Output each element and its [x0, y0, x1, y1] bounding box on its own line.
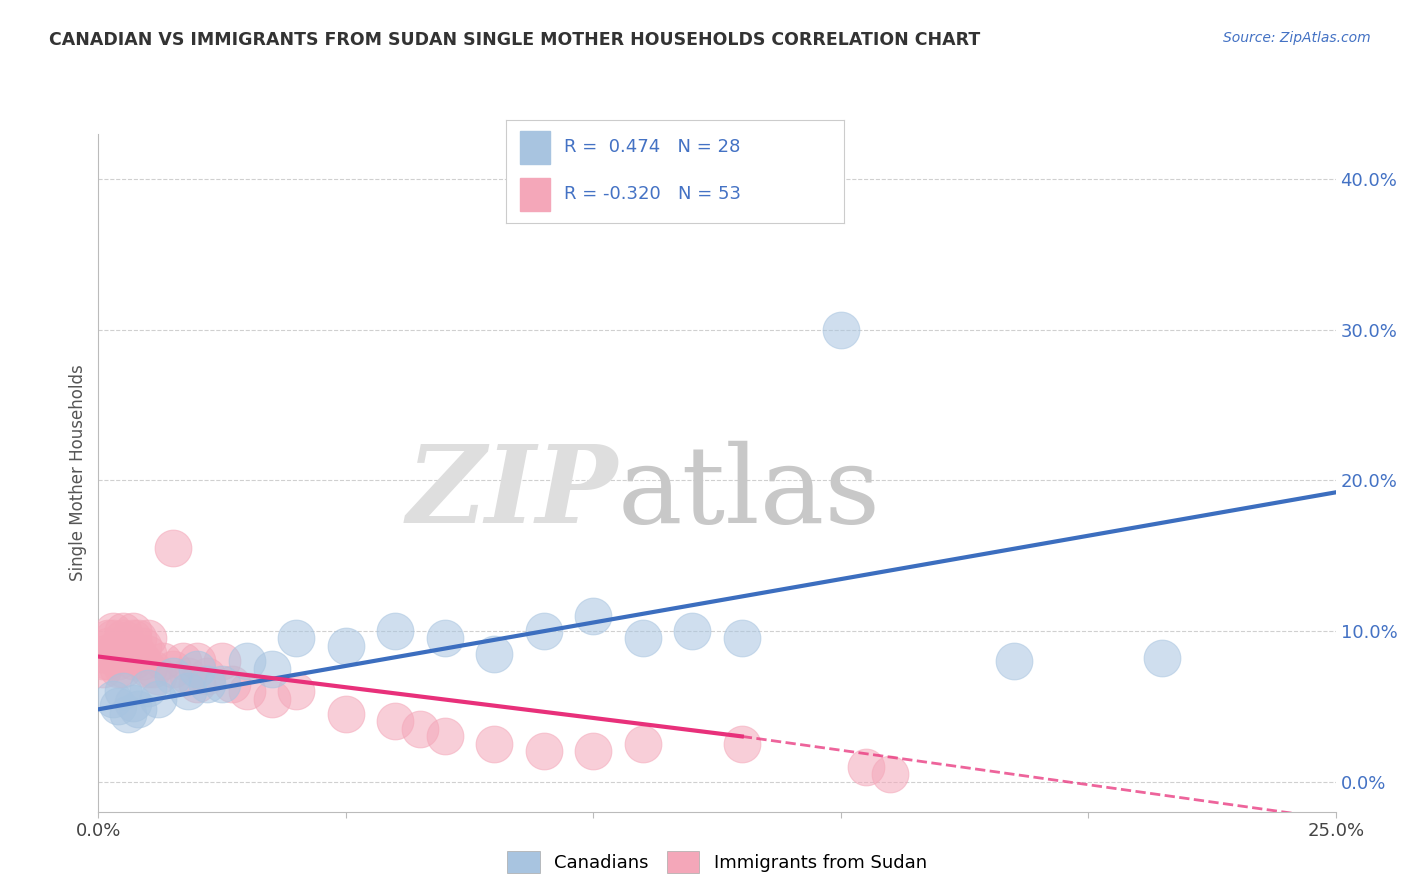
Point: [152, 654, 174, 668]
Point: [433, 730, 456, 744]
Point: [122, 696, 145, 710]
Point: [260, 691, 283, 706]
Text: R = -0.320   N = 53: R = -0.320 N = 53: [564, 186, 741, 203]
Point: [211, 676, 233, 690]
Point: [162, 669, 184, 683]
Point: [186, 676, 208, 690]
Text: R =  0.474   N = 28: R = 0.474 N = 28: [564, 138, 740, 156]
Point: [117, 639, 139, 653]
Point: [533, 744, 555, 758]
Point: [631, 632, 654, 646]
Point: [335, 706, 357, 721]
Point: [162, 662, 184, 676]
Point: [879, 767, 901, 781]
Bar: [520, 130, 550, 163]
Point: [855, 759, 877, 773]
Point: [93, 647, 115, 661]
Point: [107, 699, 129, 714]
Point: [146, 669, 169, 683]
Point: [195, 669, 218, 683]
Point: [97, 654, 120, 668]
Point: [97, 632, 120, 646]
Point: [122, 632, 145, 646]
Point: [236, 654, 259, 668]
Point: [127, 647, 149, 661]
Point: [285, 632, 308, 646]
Point: [433, 632, 456, 646]
Point: [533, 624, 555, 638]
Point: [136, 632, 159, 646]
Point: [409, 722, 432, 736]
Point: [236, 684, 259, 698]
Point: [93, 662, 115, 676]
Point: [103, 691, 125, 706]
Point: [127, 702, 149, 716]
Text: Source: ZipAtlas.com: Source: ZipAtlas.com: [1223, 31, 1371, 45]
Point: [103, 624, 125, 638]
Point: [681, 624, 703, 638]
Text: CANADIAN VS IMMIGRANTS FROM SUDAN SINGLE MOTHER HOUSEHOLDS CORRELATION CHART: CANADIAN VS IMMIGRANTS FROM SUDAN SINGLE…: [49, 31, 980, 49]
Point: [162, 541, 184, 555]
Point: [112, 662, 135, 676]
Point: [103, 632, 125, 646]
Text: atlas: atlas: [619, 441, 882, 546]
Point: [107, 662, 129, 676]
Point: [211, 654, 233, 668]
Point: [112, 684, 135, 698]
Point: [136, 647, 159, 661]
Point: [582, 608, 605, 623]
Point: [103, 647, 125, 661]
Point: [260, 662, 283, 676]
Point: [631, 737, 654, 751]
Point: [484, 647, 506, 661]
Point: [107, 654, 129, 668]
Point: [112, 624, 135, 638]
Point: [384, 624, 406, 638]
Point: [1002, 654, 1025, 668]
Point: [1152, 651, 1174, 665]
Point: [186, 654, 208, 668]
Point: [122, 654, 145, 668]
Point: [136, 681, 159, 696]
Point: [731, 737, 754, 751]
Point: [107, 639, 129, 653]
Point: [97, 639, 120, 653]
Point: [136, 662, 159, 676]
Point: [112, 632, 135, 646]
Point: [384, 714, 406, 729]
Text: ZIP: ZIP: [406, 440, 619, 546]
Point: [484, 737, 506, 751]
Point: [176, 684, 198, 698]
Point: [582, 744, 605, 758]
Point: [830, 323, 852, 337]
Point: [176, 669, 198, 683]
Point: [132, 639, 155, 653]
Point: [127, 632, 149, 646]
Point: [132, 654, 155, 668]
Point: [731, 632, 754, 646]
Point: [142, 662, 165, 676]
Legend: Canadians, Immigrants from Sudan: Canadians, Immigrants from Sudan: [501, 844, 934, 880]
Point: [186, 662, 208, 676]
Point: [221, 676, 243, 690]
Bar: [520, 178, 550, 211]
Point: [122, 624, 145, 638]
Point: [335, 639, 357, 653]
Point: [195, 676, 218, 690]
Y-axis label: Single Mother Households: Single Mother Households: [69, 365, 87, 581]
Point: [146, 691, 169, 706]
Point: [172, 654, 194, 668]
Point: [117, 647, 139, 661]
Point: [93, 654, 115, 668]
Point: [285, 684, 308, 698]
Point: [117, 706, 139, 721]
